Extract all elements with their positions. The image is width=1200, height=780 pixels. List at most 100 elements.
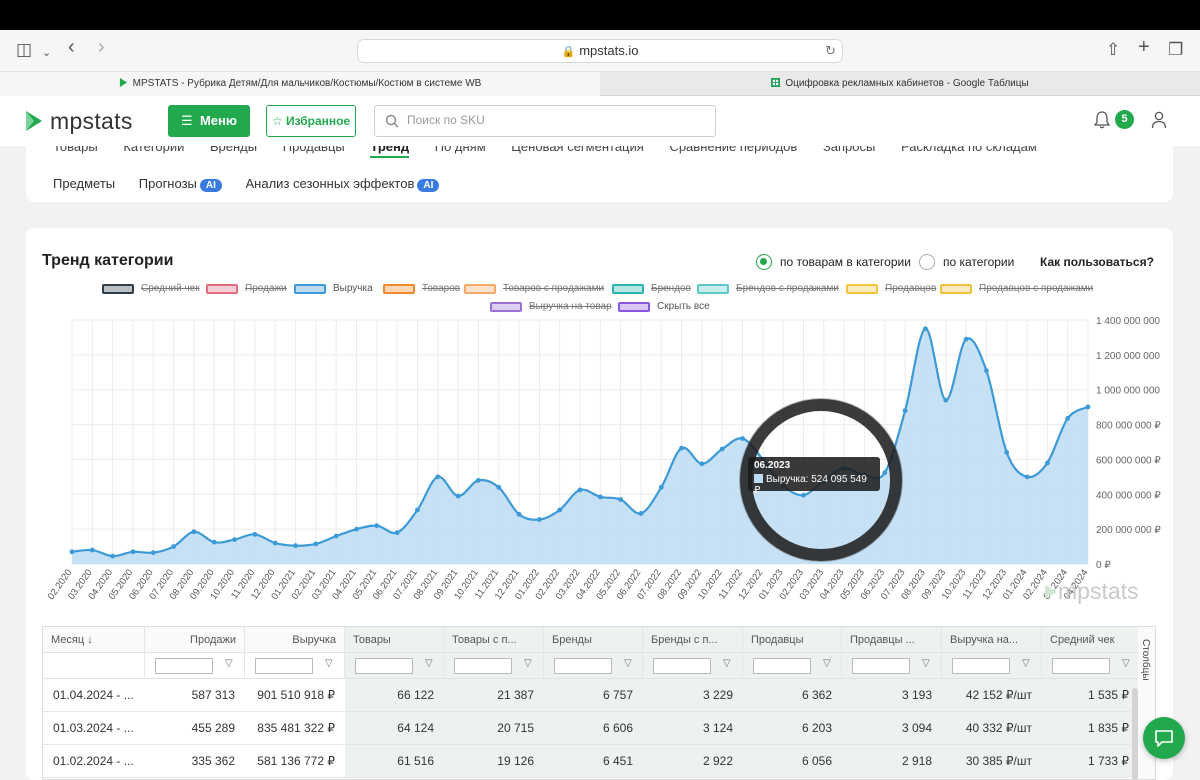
- column-header[interactable]: Продажи: [145, 627, 245, 652]
- filter-input[interactable]: [454, 658, 512, 674]
- legend-item[interactable]: Выручка: [294, 283, 373, 294]
- table-scrollbar[interactable]: [1132, 688, 1138, 780]
- logo[interactable]: mpstats: [24, 106, 133, 136]
- nav-item[interactable]: Раскладка по складам: [901, 146, 1037, 154]
- nav-item-trend-active[interactable]: Тренд: [370, 146, 410, 158]
- column-header[interactable]: Товары с п...: [444, 627, 544, 652]
- column-header[interactable]: Продавцы ...: [842, 627, 942, 652]
- forward-icon[interactable]: ›: [98, 36, 105, 58]
- column-header[interactable]: Товары: [345, 627, 444, 652]
- legend-item[interactable]: Брендов с продажами: [697, 283, 839, 294]
- filter-input[interactable]: [255, 658, 313, 674]
- hamburger-icon: ☰: [181, 113, 193, 128]
- watermark: mpstats: [1044, 578, 1139, 605]
- data-point: [963, 336, 969, 342]
- table-cell: 19 126: [444, 745, 544, 777]
- nav-item[interactable]: Запросы: [822, 146, 876, 154]
- table-cell: 581 136 772 ₽: [257, 754, 335, 768]
- filter-input[interactable]: [155, 658, 213, 674]
- legend-item[interactable]: Товаров: [383, 283, 460, 294]
- column-header[interactable]: Продавцы: [743, 627, 842, 652]
- legend-label: Товаров с продажами: [503, 283, 605, 294]
- tabs-overview-icon[interactable]: ❐: [1168, 40, 1184, 59]
- legend-item[interactable]: Средний чек: [102, 283, 200, 294]
- nav-item-predmety[interactable]: Предметы: [53, 176, 115, 191]
- legend-item[interactable]: Товаров с продажами: [464, 283, 604, 294]
- column-header[interactable]: Выручка на...: [942, 627, 1042, 652]
- sheets-favicon-icon: [771, 78, 781, 87]
- new-tab-icon[interactable]: +: [1138, 36, 1150, 58]
- filter-icon[interactable]: ▽: [425, 658, 433, 669]
- legend-item[interactable]: Выручка на товар: [490, 301, 612, 312]
- table-cell: 2 922: [643, 745, 743, 777]
- filter-input[interactable]: [554, 658, 612, 674]
- nav-item[interactable]: По дням: [434, 146, 486, 154]
- back-icon[interactable]: ‹: [68, 36, 75, 58]
- filter-icon[interactable]: ▽: [624, 658, 632, 669]
- filter-input[interactable]: [653, 658, 711, 674]
- legend-swatch: [697, 283, 729, 294]
- filter-input[interactable]: [852, 658, 910, 674]
- legend-item[interactable]: Продажи: [206, 283, 287, 294]
- column-header[interactable]: Месяц ↓: [43, 627, 145, 652]
- filter-input[interactable]: [1052, 658, 1110, 674]
- column-header[interactable]: Бренды: [544, 627, 643, 652]
- legend-label: Средний чек: [141, 283, 200, 294]
- menu-button[interactable]: ☰ Меню: [168, 105, 250, 137]
- y-tick-label: 0 ₽: [1096, 560, 1111, 571]
- filter-cell: ▽: [743, 653, 842, 678]
- column-header[interactable]: Бренды с п...: [643, 627, 743, 652]
- filter-input[interactable]: [355, 658, 413, 674]
- share-icon[interactable]: ⇧: [1106, 40, 1121, 59]
- filter-icon[interactable]: ▽: [922, 658, 930, 669]
- column-header[interactable]: Средний чек: [1042, 627, 1139, 652]
- radio-by-products[interactable]: по товарам в категории: [756, 254, 911, 270]
- tab-mpstats[interactable]: MPSTATS - Рубрика Детям/Для мальчиков/Ко…: [0, 72, 600, 96]
- table-cell: 2 918: [842, 745, 942, 777]
- nav-item[interactable]: Продавцы: [282, 146, 345, 154]
- trend-chart[interactable]: 0 ₽ 200 000 000 ₽ 400 000 000 ₽ 600 000 000…: [26, 308, 1173, 688]
- filter-cell: ▽: [643, 653, 743, 678]
- favorites-button[interactable]: ☆ Избранное: [266, 105, 356, 137]
- nav-item[interactable]: Категории: [123, 146, 185, 154]
- search-input[interactable]: [407, 113, 697, 127]
- nav-item-seasonal[interactable]: Анализ сезонных эффектов AI: [246, 176, 440, 192]
- chat-button[interactable]: [1143, 717, 1185, 759]
- legend-item[interactable]: Продавцов с продажами: [940, 283, 1093, 294]
- filter-icon[interactable]: ▽: [823, 658, 831, 669]
- tab-google-sheets[interactable]: Оцифровка рекламных кабинетов - Google Т…: [600, 72, 1200, 96]
- radio-by-category[interactable]: по категории: [919, 254, 1014, 270]
- nav-item[interactable]: Бренды: [209, 146, 258, 154]
- filter-icon[interactable]: ▽: [325, 658, 333, 669]
- user-icon[interactable]: [1151, 111, 1167, 129]
- table-cell: 6 606: [544, 712, 643, 744]
- sidebar-toggle-icon[interactable]: ◫: [16, 40, 33, 59]
- column-header[interactable]: Выручка: [245, 627, 345, 652]
- filter-icon[interactable]: ▽: [1022, 658, 1030, 669]
- trend-card: Тренд категории по товарам в категории п…: [26, 228, 1173, 780]
- filter-icon[interactable]: ▽: [1122, 658, 1130, 669]
- filter-input[interactable]: [952, 658, 1010, 674]
- reload-icon[interactable]: ↻: [825, 43, 836, 58]
- radio-label: по категории: [943, 255, 1015, 269]
- chart-title: Тренд категории: [42, 252, 174, 269]
- legend-item[interactable]: Продавцов: [846, 283, 936, 294]
- how-to-link[interactable]: Как пользоваться?: [1040, 255, 1154, 269]
- filter-input[interactable]: [753, 658, 811, 674]
- nav-item-prognozy[interactable]: Прогнозы AI: [139, 176, 222, 192]
- filter-icon[interactable]: ▽: [723, 658, 731, 669]
- data-point: [699, 461, 705, 467]
- filter-icon[interactable]: ▽: [524, 658, 532, 669]
- nav-item[interactable]: Товары: [53, 146, 98, 154]
- address-bar[interactable]: 🔒 mpstats.io ↻: [357, 39, 843, 63]
- bell-icon[interactable]: [1094, 111, 1110, 129]
- filter-icon[interactable]: ▽: [225, 658, 233, 669]
- chevron-down-icon[interactable]: ⌄: [42, 47, 52, 59]
- notifications-badge[interactable]: 5: [1115, 110, 1134, 129]
- nav-item[interactable]: Сравнение периодов: [669, 146, 798, 154]
- nav-item[interactable]: Ценовая сегментация: [511, 146, 644, 154]
- legend-item[interactable]: Скрыть все: [618, 301, 710, 312]
- data-point: [1004, 450, 1010, 455]
- legend-item[interactable]: Брендов: [612, 283, 691, 294]
- tab-label: MPSTATS - Рубрика Детям/Для мальчиков/Ко…: [132, 78, 482, 89]
